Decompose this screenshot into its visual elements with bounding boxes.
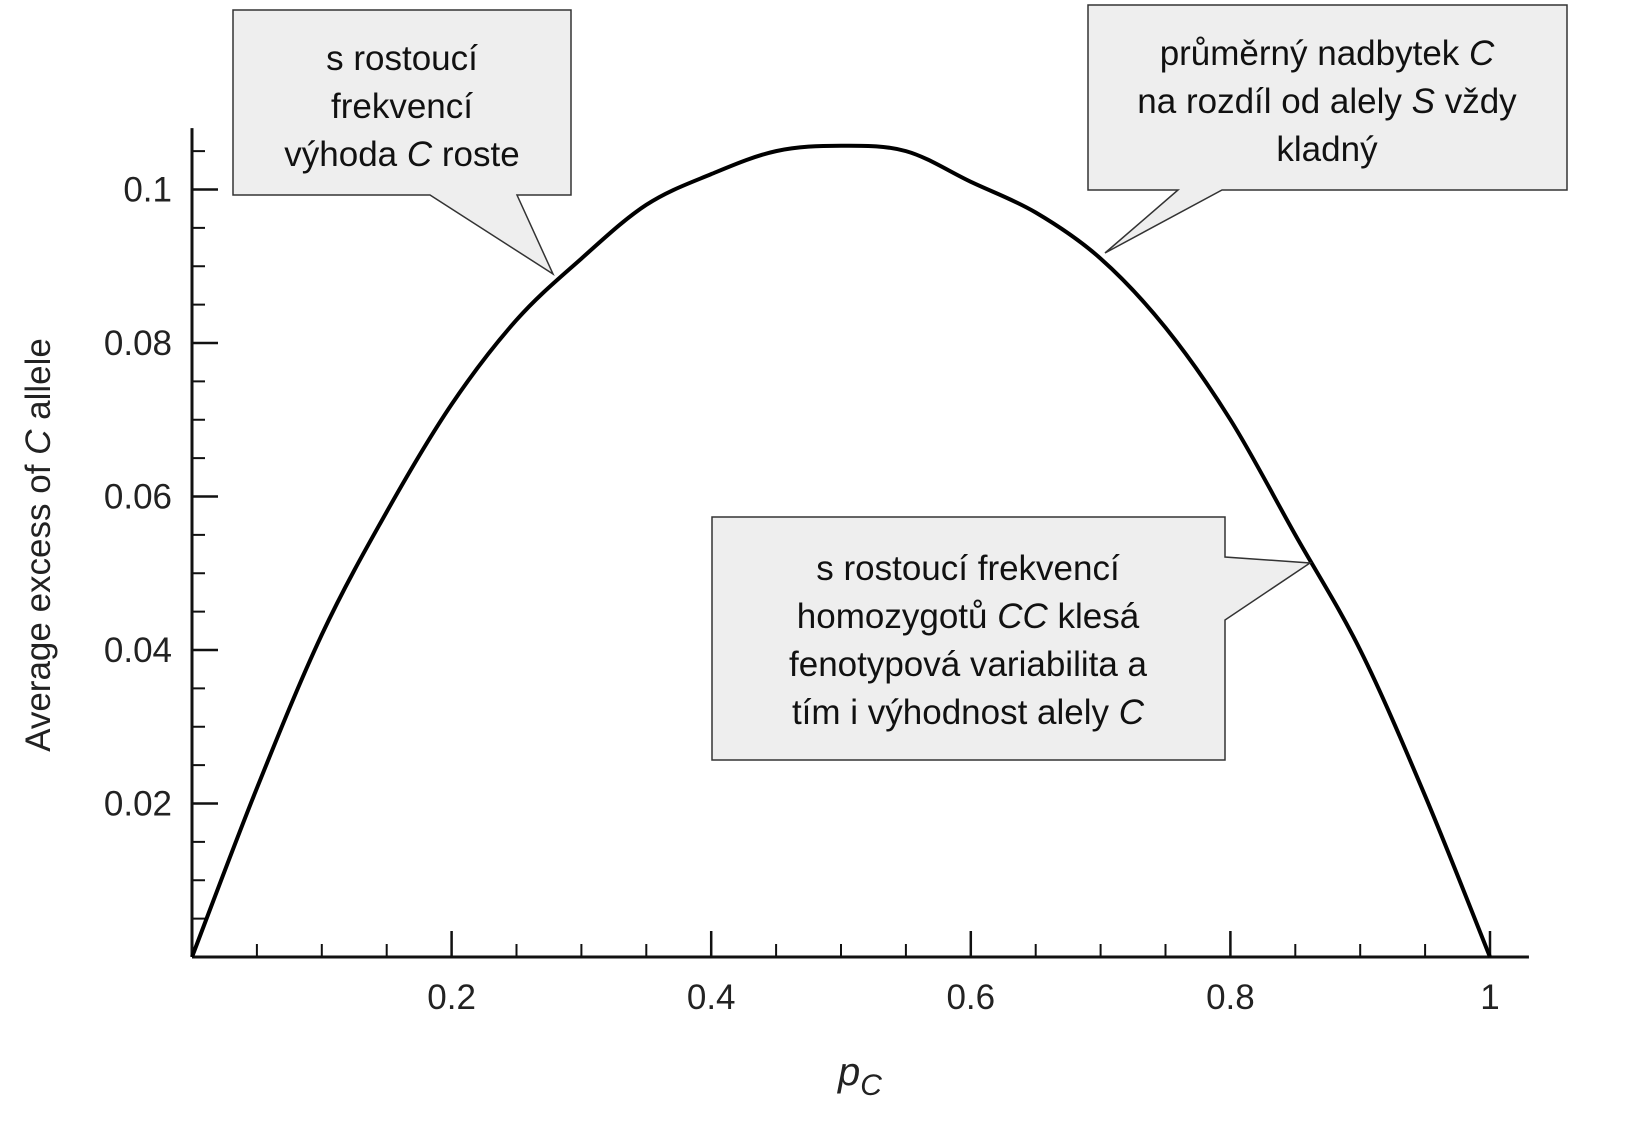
annotation-text: s rostoucí frekvencí: [816, 549, 1120, 588]
annotation-text: s rostoucí: [326, 39, 478, 78]
annotation-text: C: [1469, 34, 1495, 73]
annotation-text: roste: [432, 135, 520, 174]
annotations: s rostoucí frekvencí výhoda C roste průměrn…: [284, 34, 1517, 732]
annotation-line: kladný: [1276, 130, 1378, 169]
y-tick-label: 0.08: [104, 324, 172, 363]
axes: 0.2 0.4 0.6 0.8 1 0.02 0.04 0.06 0.08 0.1: [104, 128, 1529, 1017]
y-axis-label-part: Average excess of: [19, 455, 58, 752]
annotation-text: CC: [997, 597, 1048, 636]
annotation-text: klesá: [1048, 597, 1140, 636]
annotation-text: S: [1412, 82, 1435, 121]
annotation-text: průměrný nadbytek: [1160, 34, 1469, 73]
callout-box: [232, 9, 572, 277]
annotation-line: tím i výhodnost alely C: [792, 693, 1145, 732]
annotation-text: homozygotů: [797, 597, 997, 636]
y-axis-label-part: allele: [19, 338, 58, 429]
y-tick-label: 0.1: [123, 171, 172, 210]
annotation-line: fenotypová variabilita a: [789, 645, 1148, 684]
x-tick-label: 0.6: [946, 978, 995, 1017]
annotation-line: homozygotů CC klesá: [797, 597, 1140, 636]
callout-box: [711, 516, 1313, 761]
x-axis-label-sub: C: [860, 1069, 882, 1102]
x-tick-label: 0.4: [687, 978, 736, 1017]
x-tick-label: 0.2: [427, 978, 476, 1017]
annotation-line: s rostoucí frekvencí: [816, 549, 1120, 588]
annotation-text: tím i výhodnost alely: [792, 693, 1119, 732]
curve-line: [190, 143, 1492, 958]
callout-3: [711, 516, 1313, 761]
x-axis-label: pC: [837, 1050, 882, 1102]
x-tick-label: 0.8: [1206, 978, 1255, 1017]
callout-1: [232, 9, 572, 277]
y-axis-label-part: C: [19, 429, 58, 455]
annotation-text: výhoda: [284, 135, 407, 174]
x-axis-label-main: p: [837, 1050, 860, 1094]
annotation-text: frekvencí: [331, 87, 473, 126]
y-tick-label: 0.02: [104, 785, 172, 824]
annotation-text: C: [1119, 693, 1145, 732]
annotation-text: vždy: [1435, 82, 1517, 121]
annotation-text: na rozdíl od alely: [1137, 82, 1411, 121]
callout-2: [1087, 4, 1568, 254]
annotation-line: frekvencí: [331, 87, 473, 126]
y-tick-label: 0.04: [104, 631, 172, 670]
y-tick-label: 0.06: [104, 478, 172, 517]
annotation-line: průměrný nadbytek C: [1160, 34, 1495, 73]
annotation-line: s rostoucí: [326, 39, 478, 78]
annotation-text: kladný: [1276, 130, 1378, 169]
curve-layer: [190, 143, 1492, 958]
callout-box: [1087, 4, 1568, 254]
annotation-text: fenotypová variabilita a: [789, 645, 1148, 684]
annotation-text: C: [407, 135, 433, 174]
y-axis-label: Average excess of C allele: [19, 338, 58, 752]
x-tick-label: 1: [1480, 978, 1499, 1017]
annotation-line: výhoda C roste: [284, 135, 519, 174]
annotation-line: na rozdíl od alely S vždy: [1137, 82, 1517, 121]
